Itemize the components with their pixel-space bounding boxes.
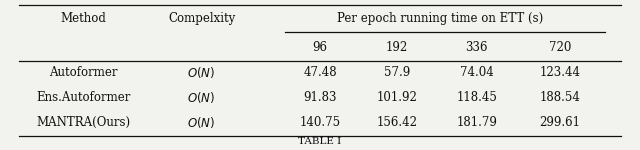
Text: Method: Method [60, 12, 106, 25]
Text: Ens.Autoformer: Ens.Autoformer [36, 91, 131, 104]
Text: 47.48: 47.48 [303, 66, 337, 79]
Text: MANTRA(Ours): MANTRA(Ours) [36, 116, 131, 129]
Text: 192: 192 [386, 41, 408, 54]
Text: 74.04: 74.04 [460, 66, 493, 79]
Text: 188.54: 188.54 [540, 91, 580, 104]
Text: 57.9: 57.9 [383, 66, 410, 79]
Text: Compelxity: Compelxity [168, 12, 236, 25]
Text: 299.61: 299.61 [540, 116, 580, 129]
Text: 91.83: 91.83 [303, 91, 337, 104]
Text: 96: 96 [312, 41, 328, 54]
Text: Autoformer: Autoformer [49, 66, 118, 79]
Text: 123.44: 123.44 [540, 66, 580, 79]
Text: TABLE I: TABLE I [298, 137, 342, 146]
Text: 140.75: 140.75 [300, 116, 340, 129]
Text: 336: 336 [465, 41, 488, 54]
Text: 720: 720 [549, 41, 571, 54]
Text: $O(N)$: $O(N)$ [188, 90, 216, 105]
Text: 181.79: 181.79 [456, 116, 497, 129]
Text: $O(N)$: $O(N)$ [188, 65, 216, 80]
Text: Per epoch running time on ETT (s): Per epoch running time on ETT (s) [337, 12, 543, 25]
Text: $O(N)$: $O(N)$ [188, 115, 216, 130]
Text: 156.42: 156.42 [376, 116, 417, 129]
Text: 118.45: 118.45 [456, 91, 497, 104]
Text: 101.92: 101.92 [376, 91, 417, 104]
